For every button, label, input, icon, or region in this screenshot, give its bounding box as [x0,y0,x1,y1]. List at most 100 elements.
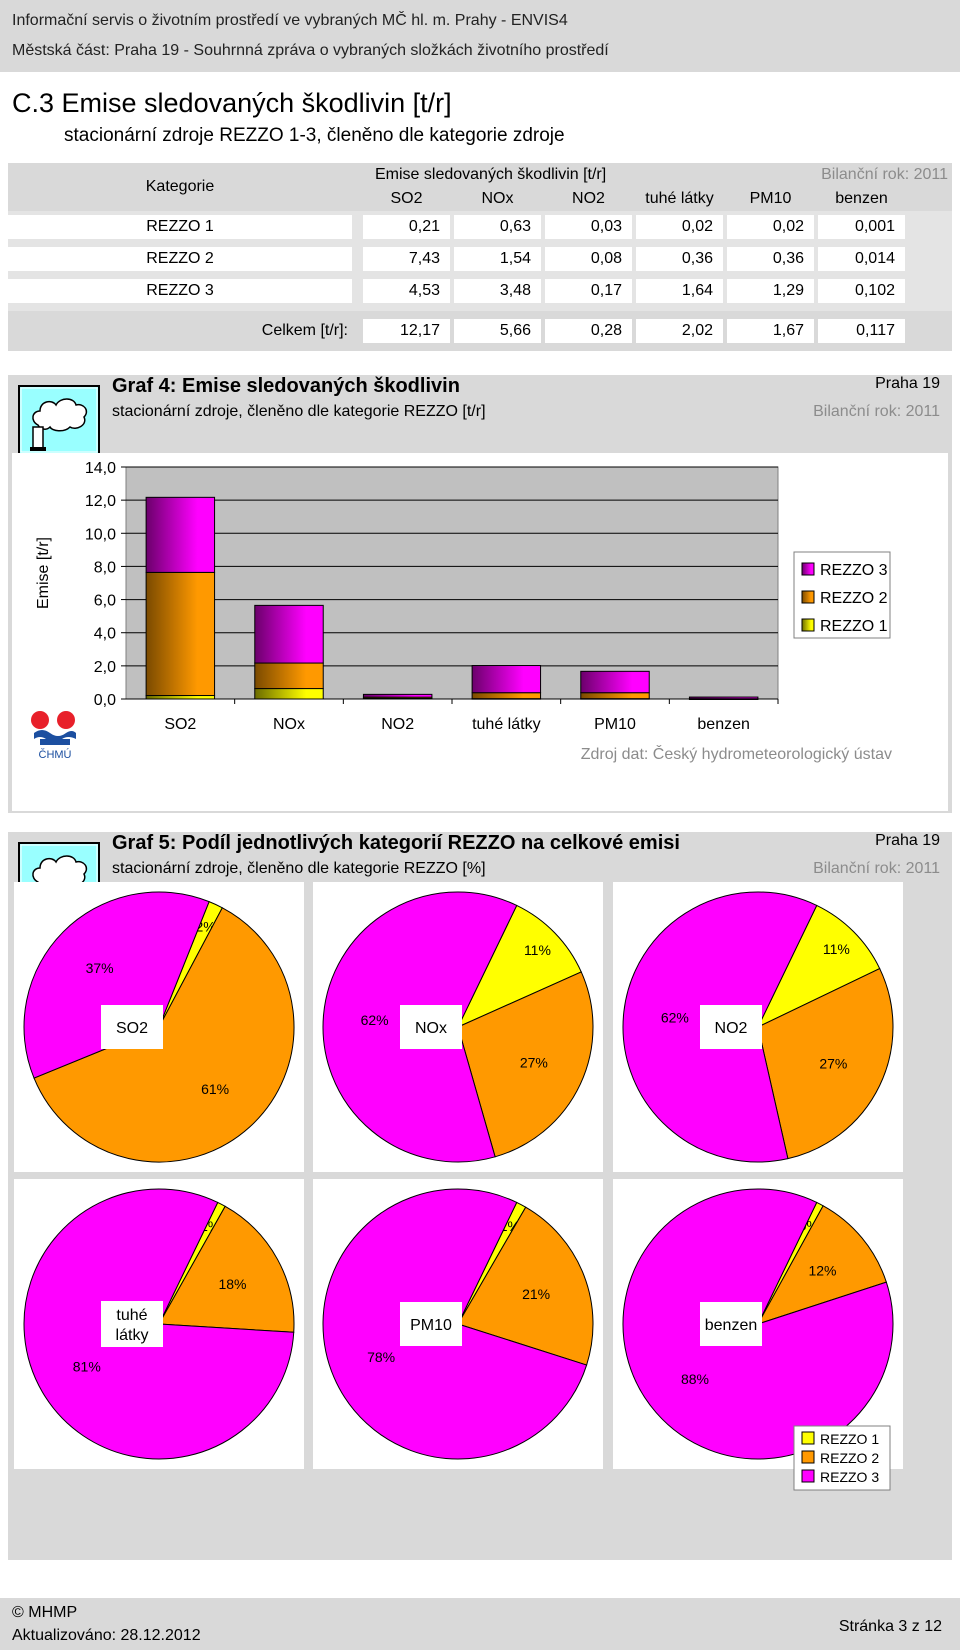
bar-y-tick-label: 6,0 [94,593,116,610]
logo-wave [34,730,76,742]
pie-chart-1: 11% 27% 62% NOx [313,882,603,1172]
bar-plot-area [125,466,779,700]
graf5-title: Graf 5: Podíl jednotlivých kategorií REZ… [112,832,680,854]
pie-slice-label: 62% [361,1012,389,1028]
bar-segment [471,665,542,694]
pie-slice [457,1206,594,1366]
pie-legend-swatch [801,1431,815,1445]
bar-legend-label: REZZO 2 [820,590,888,607]
pie-slice-label: 27% [520,1054,548,1070]
factory-smoke-icon [18,385,100,455]
pie-slice [456,904,582,1029]
table-row-label: REZZO 1 [8,215,352,239]
table-cell: 1,29 [727,279,814,303]
table-column-header: SO2 [390,190,423,207]
bar-segment [362,693,433,698]
table-total-cell: 5,66 [454,319,541,343]
pie-name-label: tuhé [116,1307,147,1324]
pie-slice-label: 11% [524,942,551,958]
table-cell: 0,014 [818,247,905,271]
graf4-place: Praha 19 [875,375,940,392]
table-column-header: benzen [835,190,888,207]
section-title: C.3 Emise sledovaných škodlivin [t/r] [12,88,452,118]
pie-slice-label: 78% [367,1349,395,1365]
bar-segment [145,695,216,700]
chmu-logo-text: ČHMÚ [39,748,72,761]
table-cell: 1,54 [454,247,541,271]
pie-slice-label: 88% [681,1371,709,1387]
table-cell: 0,36 [727,247,814,271]
table-cell: 0,03 [545,215,632,239]
pie-chart-0: 2%61%37%SO2 [14,882,304,1172]
bar-x-tick-label: NOx [273,716,305,733]
pie-name-box [101,1301,163,1347]
pie-chart-2: 11% 27% 62% NO2 [613,882,903,1172]
pie-slice-label: 37% [86,960,114,976]
pie-name-label: PM10 [410,1317,452,1334]
table-cell: 1,64 [636,279,723,303]
pie-name-label: NO2 [715,1020,748,1037]
pie-slice [756,1205,887,1325]
bar-y-tick-label: 8,0 [94,559,116,576]
pie-name-label: SO2 [116,1020,148,1037]
footer-page-number: Stránka 3 z 12 [838,1618,942,1635]
pie-legend-swatch [801,1450,815,1464]
pie-slice-label: 12% [808,1263,836,1279]
header-district-title: Městská část: Praha 19 - Souhrnná zpráva… [12,42,609,59]
header-service-title: Informační servis o životním prostředí v… [12,12,568,29]
bar-legend-swatch [801,618,815,632]
bar-segment [254,604,324,664]
pie-name-label: látky [116,1327,149,1344]
pie-name-box [700,1302,762,1346]
section-subtitle: stacionární zdroje REZZO 1-3, členěno dl… [64,125,565,146]
pie-name-box [400,1302,462,1346]
bar-segment [580,670,650,694]
bar-legend-label: REZZO 1 [820,618,888,635]
bar-x-tick-label: tuhé látky [472,716,540,733]
table-total-cell: 0,117 [818,319,905,343]
table-cell: 0,02 [727,215,814,239]
table-row-label: REZZO 2 [8,247,352,271]
graf5-place: Praha 19 [875,832,940,849]
bar-segment [254,662,324,690]
bar-segment [580,692,650,700]
bar-y-axis-label: Emise [t/r] [35,537,52,609]
bar-y-tick-label: 14,0 [85,460,116,477]
pie-slice-label: 11% [823,941,850,957]
footer-copyright: © MHMP [12,1604,78,1621]
bar-segment [471,692,542,700]
table-year-label: Bilanční rok: 2011 [821,166,948,183]
logo-red-dot-right [57,711,75,729]
table-cell: 7,43 [363,247,450,271]
pie-slice-label: 18% [218,1276,246,1292]
table-cell: 4,53 [363,279,450,303]
pie-name-label: NOx [415,1020,447,1037]
pie-slice [756,904,881,1029]
pie-name-box [700,1005,762,1049]
pie-slice [158,1205,295,1333]
table-total-cell: 12,17 [363,319,450,343]
graf5-pie-charts: 2%61%37%SO211%27%62%NOx11%27%62%NO21%18%… [14,882,903,1491]
pie-slice-label: 61% [201,1081,229,1097]
bar-y-tick-label: 4,0 [94,626,116,643]
pie-name-label: benzen [705,1317,758,1334]
bar-segment [145,496,216,573]
pie-slice [457,971,594,1158]
table-cell: 3,48 [454,279,541,303]
table-cell: 0,17 [545,279,632,303]
table-total-label: Celkem [t/r]: [261,322,348,339]
graf4-panel: Graf 4: Emise sledovaných škodlivin stac… [8,375,952,813]
table-column-header: PM10 [749,190,792,207]
graf5-subtitle: stacionární zdroje, členěno dle kategori… [112,860,486,877]
table-cell: 0,102 [818,279,905,303]
bar-x-tick-label: NO2 [381,716,414,733]
graf4-subtitle: stacionární zdroje, členěno dle kategori… [112,403,486,420]
graf4-year: Bilanční rok: 2011 [813,403,940,420]
pie-chart-5: 0%12%88%benzen [613,1179,903,1469]
emissions-table: Kategorie Emise sledovaných škodlivin [t… [8,163,960,363]
bar-x-tick-label: benzen [697,716,750,733]
table-row-label: REZZO 3 [8,279,352,303]
pie-slice-label: 62% [661,1010,689,1026]
table-cell: 0,08 [545,247,632,271]
